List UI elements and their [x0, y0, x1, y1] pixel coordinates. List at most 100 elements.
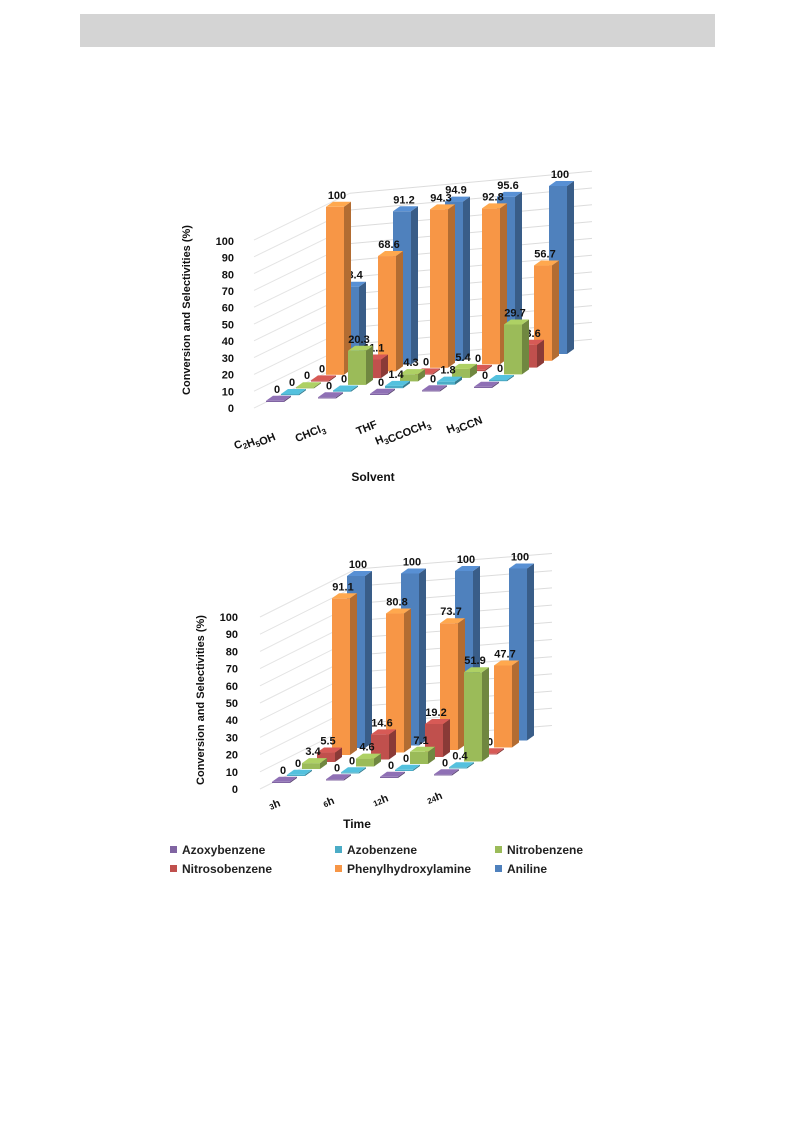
bar-front — [434, 774, 452, 776]
data-label: 4.3 — [403, 357, 418, 369]
data-label: 94.9 — [445, 185, 466, 197]
legend-swatch — [335, 865, 342, 872]
data-label: 5.4 — [455, 352, 471, 364]
bar-side — [398, 771, 405, 778]
legend-label: Azobenzene — [347, 842, 418, 857]
bar-azobenzene — [395, 764, 420, 771]
bar-top — [434, 769, 459, 775]
bar-top — [410, 746, 435, 752]
bar-top — [497, 191, 522, 197]
data-label: 0.4 — [452, 750, 468, 762]
bar-top — [332, 593, 357, 599]
bar-top — [534, 260, 559, 266]
bar-azoxybenzene — [326, 774, 351, 781]
data-label: 7.1 — [413, 735, 428, 747]
bar-phenylhydroxylamine — [482, 203, 507, 365]
y-tick-label: 40 — [222, 336, 234, 348]
bar-side — [455, 376, 462, 385]
legend-swatch — [335, 846, 342, 853]
bar-side — [485, 364, 492, 372]
bar-front — [326, 779, 344, 781]
data-label: 100 — [457, 554, 475, 566]
bar-front — [302, 763, 320, 769]
bar-front — [386, 613, 404, 753]
bar-side — [512, 660, 519, 748]
bar-top — [437, 376, 462, 382]
y-axis-label: Conversion and Selectivities (%) — [181, 225, 193, 395]
legend: Azoxybenzene Azobenzene Nitrobenzene Nit… — [170, 840, 610, 878]
bar-front — [332, 598, 350, 755]
data-label: 0 — [482, 370, 488, 382]
data-label: 1.8 — [440, 365, 455, 377]
bar-azobenzene — [287, 769, 312, 776]
y-tick-label: 20 — [222, 370, 234, 382]
data-label: 100 — [328, 190, 346, 202]
category-label: 6h — [321, 795, 336, 810]
bar-nitrosobenzene — [317, 747, 342, 762]
legend-label: Phenylhydroxylamine — [347, 861, 472, 876]
bar-azoxybenzene — [422, 385, 447, 392]
bar-azobenzene — [341, 767, 366, 774]
bar-nitrosobenzene — [311, 375, 336, 382]
bar-top — [302, 758, 327, 764]
bar-side — [458, 618, 465, 750]
data-label: 29.7 — [504, 308, 525, 320]
bar-side — [507, 375, 514, 382]
data-label: 3.4 — [305, 746, 321, 758]
bar-azoxybenzene — [474, 381, 499, 388]
bar-front — [348, 350, 366, 385]
y-tick-label: 80 — [226, 646, 238, 658]
bar-side — [463, 196, 470, 361]
data-label: 0 — [280, 765, 286, 777]
bar-side — [467, 762, 474, 769]
bar-top — [266, 395, 291, 401]
bar-side — [552, 260, 559, 361]
bar-top — [464, 667, 489, 673]
data-label: 0 — [487, 736, 493, 748]
bar-side — [351, 385, 358, 392]
bar-top — [386, 608, 411, 614]
legend-item-phenylhydroxylamine: Phenylhydroxylamine — [335, 862, 495, 876]
legend-item-nitrobenzene: Nitrobenzene — [495, 843, 583, 857]
bar-side — [419, 568, 426, 746]
bar-nitrobenzene — [504, 319, 529, 375]
data-label: 0 — [388, 760, 394, 772]
bar-side — [418, 369, 425, 382]
bar-front — [370, 393, 388, 395]
bar-nitrobenzene — [302, 758, 327, 769]
bar-top — [440, 618, 465, 624]
data-label: 0 — [378, 377, 384, 389]
y-tick-label: 100 — [220, 612, 238, 624]
bar-front — [422, 390, 440, 392]
legend-swatch — [170, 865, 177, 872]
bar-side — [350, 593, 357, 755]
bar-top — [281, 389, 306, 394]
bar-side — [440, 385, 447, 392]
y-tick-label: 10 — [222, 386, 234, 398]
category-label: 3h — [267, 797, 282, 812]
bar-top — [422, 385, 447, 391]
bar-phenylhydroxylamine — [494, 660, 519, 748]
bar-top — [326, 201, 351, 207]
bar-front — [464, 672, 482, 762]
bar-side — [492, 381, 499, 388]
bar-azoxybenzene — [434, 769, 459, 776]
category-label: C2H5OH — [232, 426, 277, 458]
data-label: 4.6 — [359, 742, 374, 754]
x-axis-label: Time — [343, 817, 371, 831]
bar-side — [329, 375, 336, 382]
bar-top — [348, 345, 373, 351]
bar-phenylhydroxylamine — [378, 251, 403, 372]
bar-nitrobenzene — [452, 363, 477, 378]
bar-top — [549, 181, 574, 186]
category-label: CHCl3 — [294, 422, 329, 447]
bar-side — [482, 667, 489, 762]
y-tick-label: 100 — [216, 236, 234, 248]
bar-azobenzene — [333, 385, 358, 392]
data-label: 80.8 — [386, 597, 407, 609]
bar-phenylhydroxylamine — [534, 260, 559, 361]
bar-side — [314, 382, 321, 389]
bar-side — [381, 354, 388, 379]
bar-front — [410, 751, 428, 764]
bar-front — [380, 776, 398, 778]
